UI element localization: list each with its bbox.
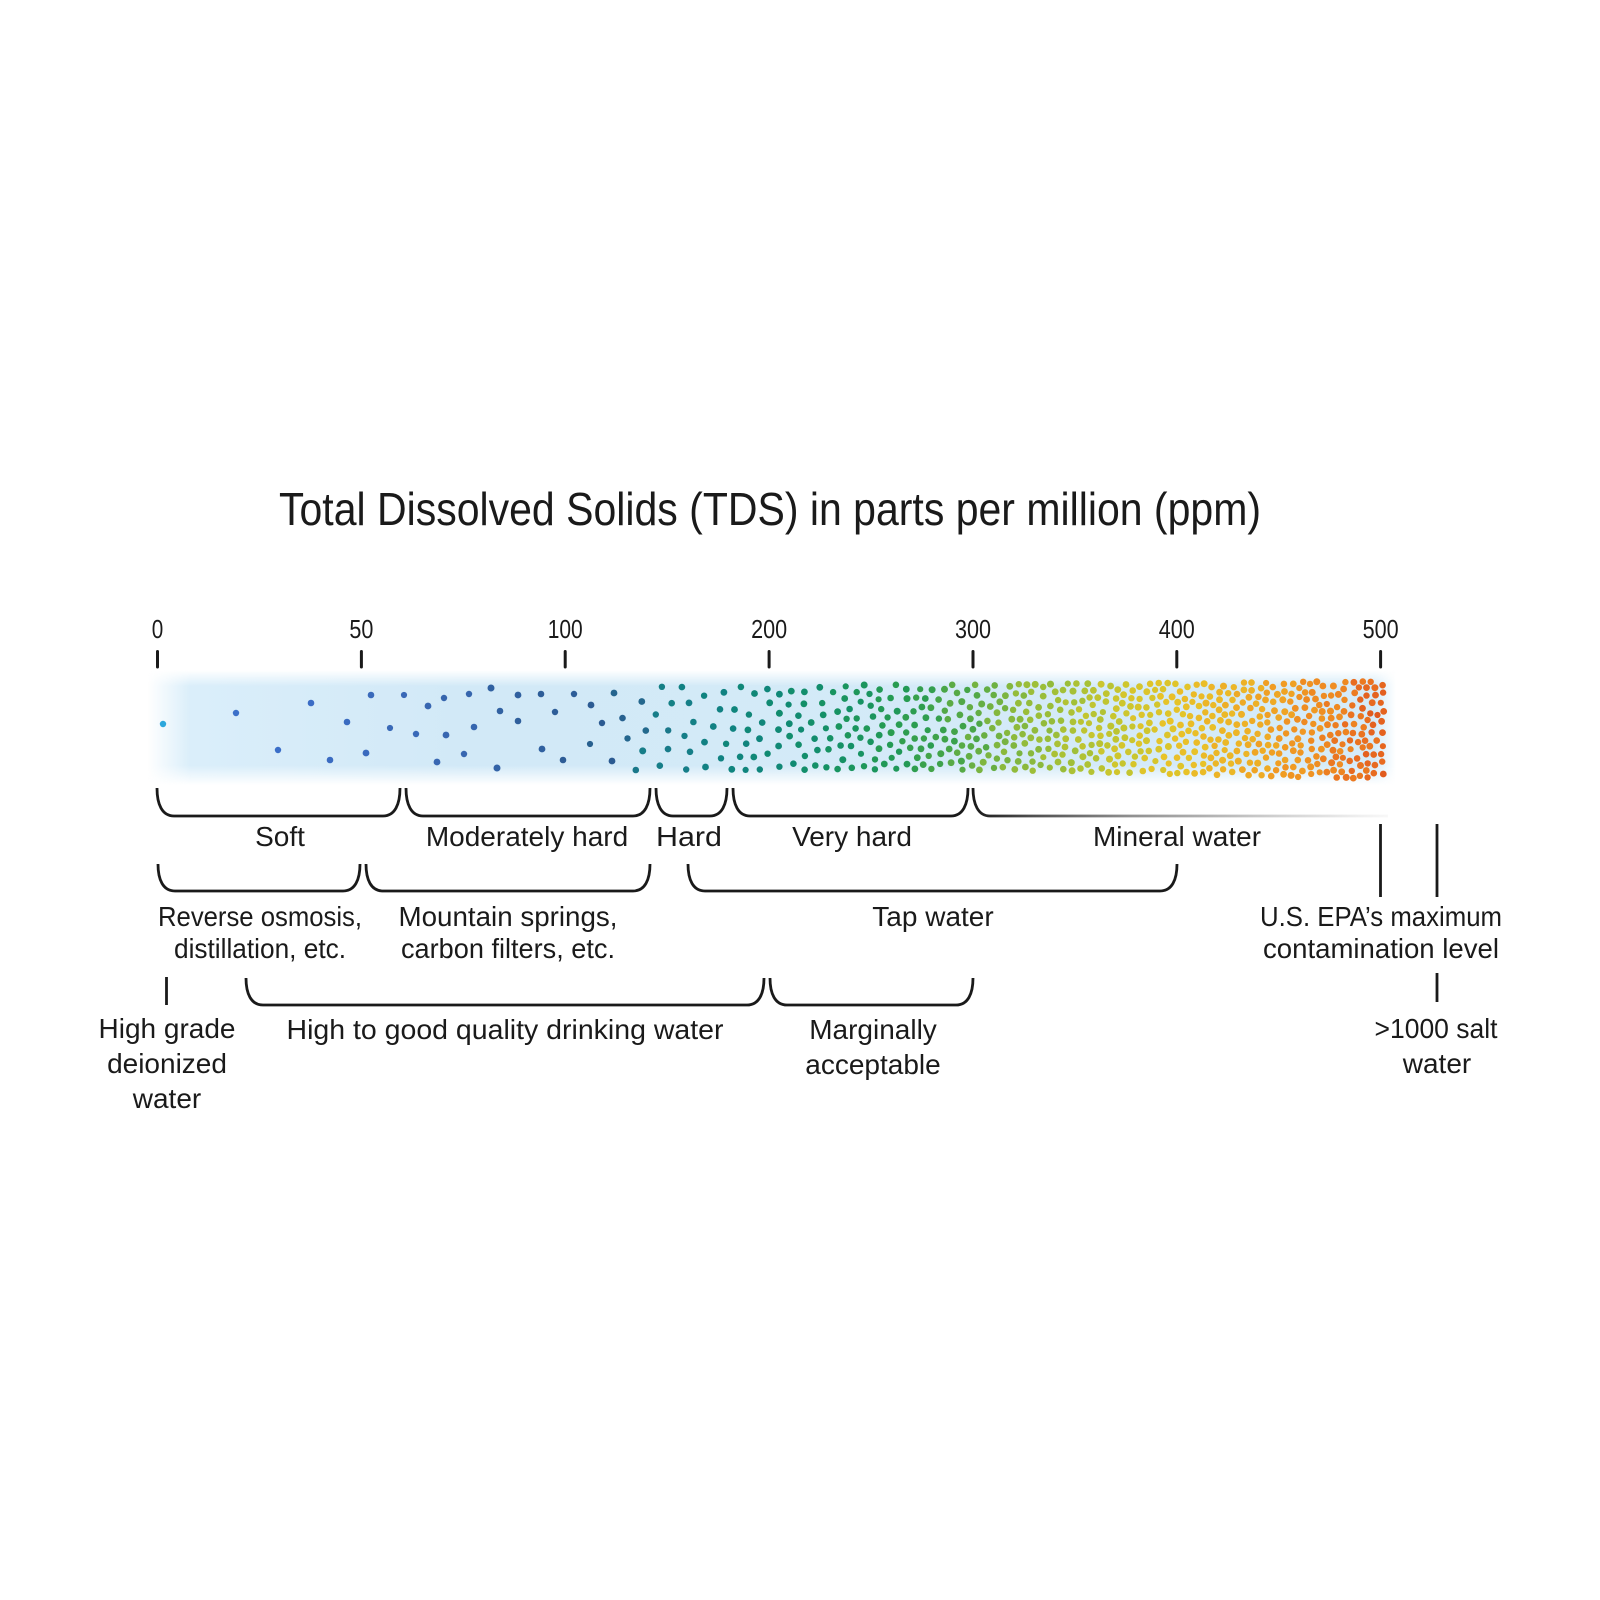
svg-text:50: 50: [349, 616, 373, 644]
svg-text:500: 500: [1363, 616, 1399, 644]
svg-text:deionized: deionized: [107, 1048, 227, 1079]
svg-text:Moderately hard: Moderately hard: [426, 821, 628, 852]
svg-text:carbon filters, etc.: carbon filters, etc.: [401, 933, 615, 964]
svg-text:acceptable: acceptable: [805, 1049, 940, 1080]
svg-text:0: 0: [152, 616, 164, 644]
svg-text:water: water: [132, 1083, 201, 1114]
svg-text:100: 100: [548, 616, 583, 644]
svg-text:Hard: Hard: [656, 821, 722, 852]
svg-text:>1000 salt: >1000 salt: [1375, 1013, 1498, 1044]
svg-text:400: 400: [1159, 616, 1195, 644]
svg-text:300: 300: [955, 616, 991, 644]
svg-text:High grade: High grade: [99, 1013, 236, 1044]
svg-text:Mountain springs,: Mountain springs,: [399, 901, 618, 932]
svg-text:Tap water: Tap water: [872, 901, 993, 932]
svg-text:Very hard: Very hard: [792, 821, 912, 852]
svg-text:U.S. EPA’s maximum: U.S. EPA’s maximum: [1260, 901, 1502, 932]
svg-text:Reverse osmosis,: Reverse osmosis,: [158, 901, 362, 932]
svg-text:water: water: [1402, 1048, 1471, 1079]
svg-text:Total Dissolved Solids (TDS) i: Total Dissolved Solids (TDS) in parts pe…: [279, 483, 1261, 535]
svg-text:contamination level: contamination level: [1263, 933, 1499, 964]
svg-text:Soft: Soft: [255, 821, 305, 852]
svg-text:Marginally: Marginally: [809, 1014, 937, 1045]
svg-text:200: 200: [751, 616, 787, 644]
svg-text:distillation, etc.: distillation, etc.: [174, 933, 346, 964]
svg-text:High to good quality drinking: High to good quality drinking water: [287, 1014, 724, 1045]
svg-text:Mineral water: Mineral water: [1093, 821, 1261, 852]
